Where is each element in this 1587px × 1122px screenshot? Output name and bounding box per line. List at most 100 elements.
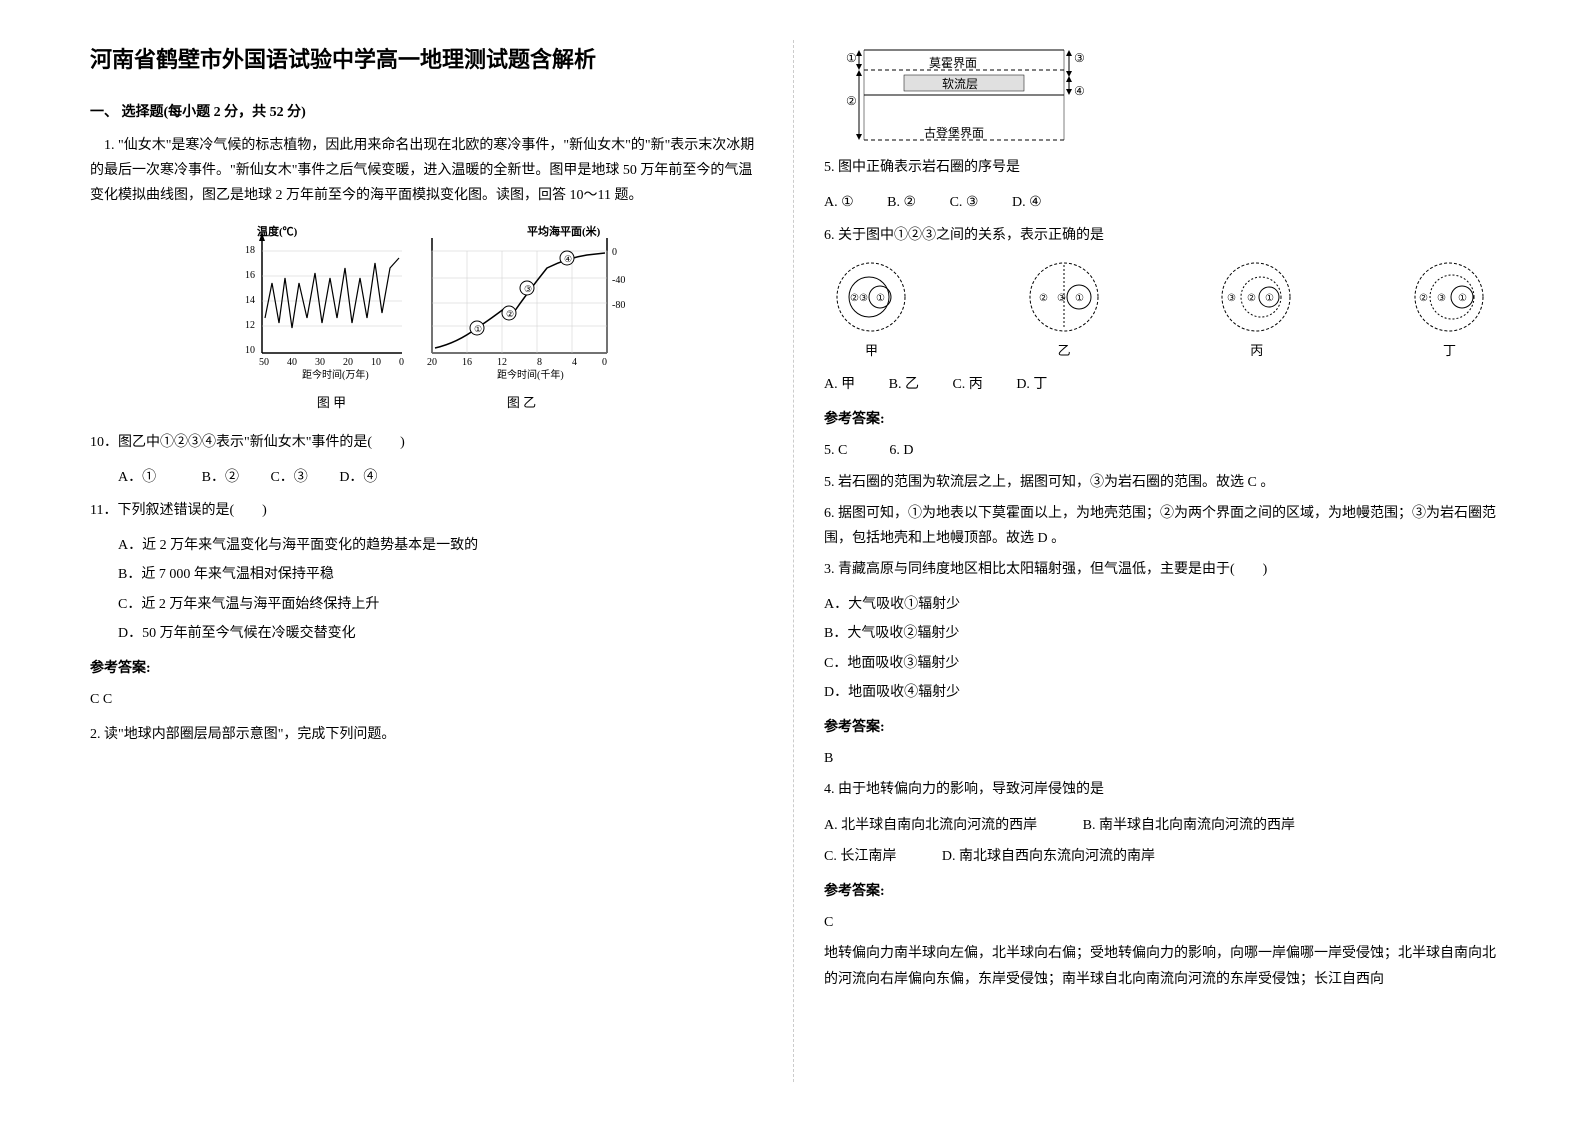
q11-opt-c: C．近 2 万年来气温与海平面始终保持上升 <box>118 592 763 617</box>
svg-text:③: ③ <box>1227 293 1236 304</box>
svg-text:40: 40 <box>287 357 297 368</box>
svg-text:30: 30 <box>315 357 325 368</box>
q4-opt-a: A. 北半球自南向北流向河流的西岸 <box>824 818 1037 833</box>
q5-opt-a: A. ① <box>824 195 854 210</box>
chart-right-label: 图 乙 <box>507 391 536 414</box>
q1-intro: 1. "仙女木"是寒冷气候的标志植物，因此用来命名出现在北欧的寒冷事件，"新仙女… <box>90 133 763 209</box>
svg-text:①: ① <box>1075 293 1084 304</box>
svg-text:10: 10 <box>245 345 255 356</box>
svg-text:-40: -40 <box>612 275 625 286</box>
q5-opt-d: D. ④ <box>1012 195 1042 210</box>
chart-q1: 温度(℃) 18 16 14 12 10 50 40 30 20 10 0 距今… <box>90 223 763 414</box>
q11-opt-d: D．50 万年前至今气候在冷暖交替变化 <box>118 621 763 646</box>
svg-text:0: 0 <box>612 247 617 258</box>
temp-axis-label: 温度(℃) <box>257 224 298 238</box>
q11-opt-a: A．近 2 万年来气温变化与海平面变化的趋势基本是一致的 <box>118 533 763 558</box>
answer-label-3: 参考答案: <box>824 715 1497 740</box>
svg-text:③: ③ <box>1437 293 1446 304</box>
q5-text: 5. 图中正确表示岩石圈的序号是 <box>824 155 1497 180</box>
svg-text:20: 20 <box>427 357 437 368</box>
sea-axis-label: 平均海平面(米) <box>527 224 601 238</box>
right-column: 莫霍界面 软流层 古登堡界面 ① ② ③ ④ <box>794 40 1527 1082</box>
svg-text:①: ① <box>846 51 857 65</box>
answer-4: C <box>824 910 1497 935</box>
q10-opt-a: A．① <box>118 470 156 485</box>
q3-opt-d: D．地面吸收④辐射少 <box>824 680 1497 705</box>
page-title: 河南省鹤壁市外国语试验中学高一地理测试题含解析 <box>90 40 763 80</box>
svg-text:-80: -80 <box>612 300 625 311</box>
svg-text:②: ② <box>846 94 857 108</box>
q11-opt-b: B．近 7 000 年来气温相对保持平稳 <box>118 562 763 587</box>
q3-opt-a: A．大气吸收①辐射少 <box>824 592 1497 617</box>
q11-text: 11．下列叙述错误的是( ) <box>90 498 763 523</box>
answer-label-1: 参考答案: <box>90 656 763 681</box>
answer-56: 5. C 6. D <box>824 438 1497 463</box>
section-heading: 一、 选择题(每小题 2 分，共 52 分) <box>90 100 763 125</box>
svg-text:古登堡界面: 古登堡界面 <box>924 125 984 140</box>
svg-text:软流层: 软流层 <box>942 77 978 91</box>
svg-text:④: ④ <box>564 254 572 264</box>
svg-text:①: ① <box>474 324 482 334</box>
answer-1: C C <box>90 687 763 712</box>
svg-text:12: 12 <box>245 320 255 331</box>
q5-options: A. ① B. ② C. ③ D. ④ <box>824 190 1497 215</box>
svg-text:18: 18 <box>245 245 255 256</box>
svg-text:距今时间(千年): 距今时间(千年) <box>497 368 564 381</box>
q3-opt-c: C．地面吸收③辐射少 <box>824 651 1497 676</box>
q4-text: 4. 由于地转偏向力的影响，导致河岸侵蚀的是 <box>824 777 1497 802</box>
climate-chart: 温度(℃) 18 16 14 12 10 50 40 30 20 10 0 距今… <box>227 223 627 383</box>
svg-text:0: 0 <box>602 357 607 368</box>
q3-opt-b: B．大气吸收②辐射少 <box>824 621 1497 646</box>
answer-3: B <box>824 746 1497 771</box>
svg-text:③: ③ <box>524 284 532 294</box>
q2-text: 2. 读"地球内部圈层局部示意图"，完成下列问题。 <box>90 722 763 747</box>
svg-text:②: ② <box>1039 293 1048 304</box>
q4-opt-d: D. 南北球自西向东流向河流的南岸 <box>942 849 1155 864</box>
left-column: 河南省鹤壁市外国语试验中学高一地理测试题含解析 一、 选择题(每小题 2 分，共… <box>60 40 794 1082</box>
venn-label-b: 乙 <box>1017 339 1112 362</box>
q4-opt-c: C. 长江南岸 <box>824 849 896 864</box>
svg-text:②: ② <box>1419 293 1428 304</box>
q3-text: 3. 青藏高原与同纬度地区相比太阳辐射强，但气温低，主要是由于( ) <box>824 557 1497 582</box>
svg-text:10: 10 <box>371 357 381 368</box>
layer-diagram: 莫霍界面 软流层 古登堡界面 ① ② ③ ④ <box>824 40 1497 155</box>
svg-text:②: ② <box>506 309 514 319</box>
q6-opt-d: D. 丁 <box>1016 377 1047 392</box>
venn-label-d: 丁 <box>1402 339 1497 362</box>
q10-opt-d: D．④ <box>339 470 377 485</box>
answer-5-exp: 5. 岩石圈的范围为软流层之上，据图可知，③为岩石圈的范围。故选 C 。 <box>824 470 1497 495</box>
q5-opt-c: C. ③ <box>950 195 979 210</box>
venn-label-a: 甲 <box>824 339 919 362</box>
q10-opt-c: C．③ <box>270 470 307 485</box>
answer-label-56: 参考答案: <box>824 407 1497 432</box>
svg-text:8: 8 <box>537 357 542 368</box>
answer-label-4: 参考答案: <box>824 879 1497 904</box>
svg-text:14: 14 <box>245 295 255 306</box>
svg-text:②③: ②③ <box>850 293 868 304</box>
venn-diagrams: ②③ ① 甲 ② ③ ① 乙 ③ ② ① <box>824 259 1497 362</box>
q10-text: 10．图乙中①②③④表示"新仙女木"事件的是( ) <box>90 430 763 455</box>
svg-text:12: 12 <box>497 357 507 368</box>
svg-text:16: 16 <box>462 357 472 368</box>
q6-text: 6. 关于图中①②③之间的关系，表示正确的是 <box>824 223 1497 248</box>
q6-options: A. 甲 B. 乙 C. 丙 D. 丁 <box>824 372 1497 397</box>
svg-text:20: 20 <box>343 357 353 368</box>
svg-text:③: ③ <box>1057 293 1066 304</box>
svg-text:④: ④ <box>1074 84 1085 98</box>
svg-text:③: ③ <box>1074 51 1085 65</box>
svg-text:①: ① <box>1265 293 1274 304</box>
q10-opt-b: B．② <box>202 470 239 485</box>
svg-text:16: 16 <box>245 270 255 281</box>
q6-opt-a: A. 甲 <box>824 377 855 392</box>
svg-text:②: ② <box>1247 293 1256 304</box>
svg-text:0: 0 <box>399 357 404 368</box>
q5-opt-b: B. ② <box>887 195 916 210</box>
svg-text:4: 4 <box>572 357 577 368</box>
answer-6-exp: 6. 据图可知，①为地表以下莫霍面以上，为地壳范围；②为两个界面之间的区域，为地… <box>824 501 1497 551</box>
svg-text:①: ① <box>1458 293 1467 304</box>
q6-opt-b: B. 乙 <box>889 377 919 392</box>
q4-opt-b: B. 南半球自北向南流向河流的西岸 <box>1083 818 1295 833</box>
q6-opt-c: C. 丙 <box>952 377 982 392</box>
svg-text:距今时间(万年): 距今时间(万年) <box>302 368 369 381</box>
venn-label-c: 丙 <box>1209 339 1304 362</box>
